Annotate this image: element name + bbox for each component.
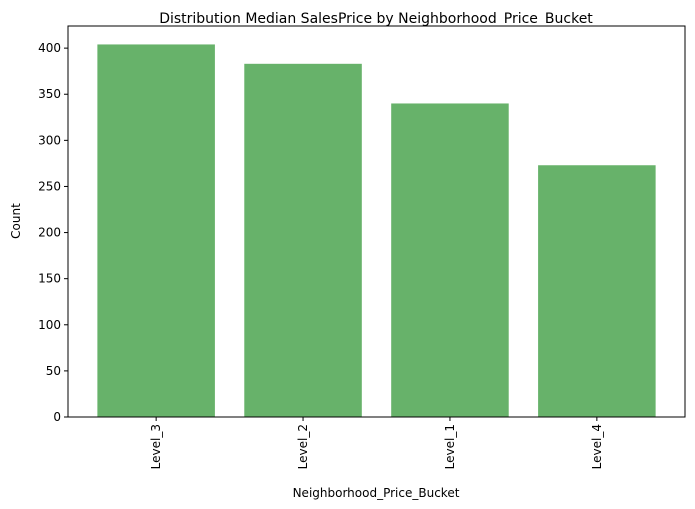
y-axis-ticks: 0 50 100 150 200 250 300 350 400 <box>38 41 68 424</box>
y-tick-label: 300 <box>38 133 61 147</box>
bar-level-4 <box>538 165 656 417</box>
x-tick-label: Level_4 <box>590 424 604 469</box>
y-tick-label: 50 <box>46 364 61 378</box>
bar-level-1 <box>391 103 509 417</box>
y-axis-title: Count <box>9 203 23 239</box>
x-axis-ticks: Level_3 Level_2 Level_1 Level_4 <box>149 417 604 469</box>
x-tick-label: Level_3 <box>149 424 163 469</box>
x-tick-label: Level_2 <box>296 424 310 469</box>
bar-level-3 <box>97 44 215 418</box>
plot-frame <box>67 25 686 418</box>
y-tick-label: 0 <box>53 410 61 424</box>
y-tick-label: 250 <box>38 179 61 193</box>
y-tick-label: 150 <box>38 272 61 286</box>
y-tick-label: 350 <box>38 87 61 101</box>
y-tick-label: 100 <box>38 318 61 332</box>
x-axis-title: Neighborhood_Price_Bucket <box>293 486 460 500</box>
y-tick-label: 200 <box>38 226 61 240</box>
bars-group <box>97 44 656 418</box>
y-tick-label: 400 <box>38 41 61 55</box>
bar-level-2 <box>244 63 362 418</box>
chart-title: Distribution Median SalesPrice by Neighb… <box>159 11 593 27</box>
x-tick-label: Level_1 <box>443 424 457 469</box>
